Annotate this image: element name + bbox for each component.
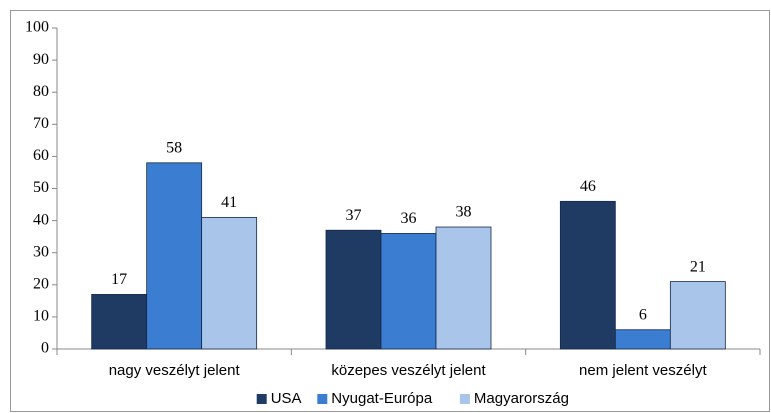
data-label: 58 — [166, 139, 182, 156]
data-label: 6 — [639, 306, 647, 323]
x-tick-label: nagy veszélyt jelent — [109, 362, 241, 379]
bar — [146, 162, 203, 350]
bar — [325, 229, 382, 350]
bar — [614, 329, 671, 350]
bar — [669, 281, 726, 350]
y-tick-label: 90 — [33, 51, 49, 68]
legend-label: Magyarország — [474, 390, 569, 407]
legend-swatch — [317, 394, 328, 404]
chart-border — [10, 10, 770, 412]
bar — [91, 294, 148, 350]
bar — [559, 200, 616, 350]
y-tick-label: 10 — [33, 308, 49, 325]
data-label: 37 — [346, 207, 362, 224]
legend-swatch — [459, 394, 470, 404]
y-tick-label: 100 — [25, 19, 49, 36]
y-tick-label: 20 — [33, 275, 49, 292]
y-tick-label: 40 — [33, 211, 49, 228]
bar — [380, 233, 437, 350]
data-label: 21 — [690, 258, 706, 275]
y-tick-label: 80 — [33, 83, 49, 100]
data-label: 41 — [221, 194, 237, 211]
y-tick-label: 60 — [33, 147, 49, 164]
y-tick-label: 0 — [41, 340, 49, 357]
x-tick-label: közepes veszélyt jelent — [331, 362, 486, 379]
x-tick-label: nem jelent veszélyt — [579, 362, 707, 379]
data-label: 46 — [580, 178, 596, 195]
bar — [201, 216, 258, 350]
bar — [435, 226, 492, 350]
y-tick-label: 30 — [33, 243, 49, 260]
data-label: 36 — [401, 210, 417, 227]
legend-label: USA — [271, 390, 302, 407]
data-label: 38 — [456, 204, 472, 221]
legend-swatch — [256, 394, 267, 404]
data-label: 17 — [111, 271, 127, 288]
legend-label: Nyugat-Európa — [331, 390, 433, 407]
y-tick-label: 70 — [33, 115, 49, 132]
y-tick-label: 50 — [33, 179, 49, 196]
